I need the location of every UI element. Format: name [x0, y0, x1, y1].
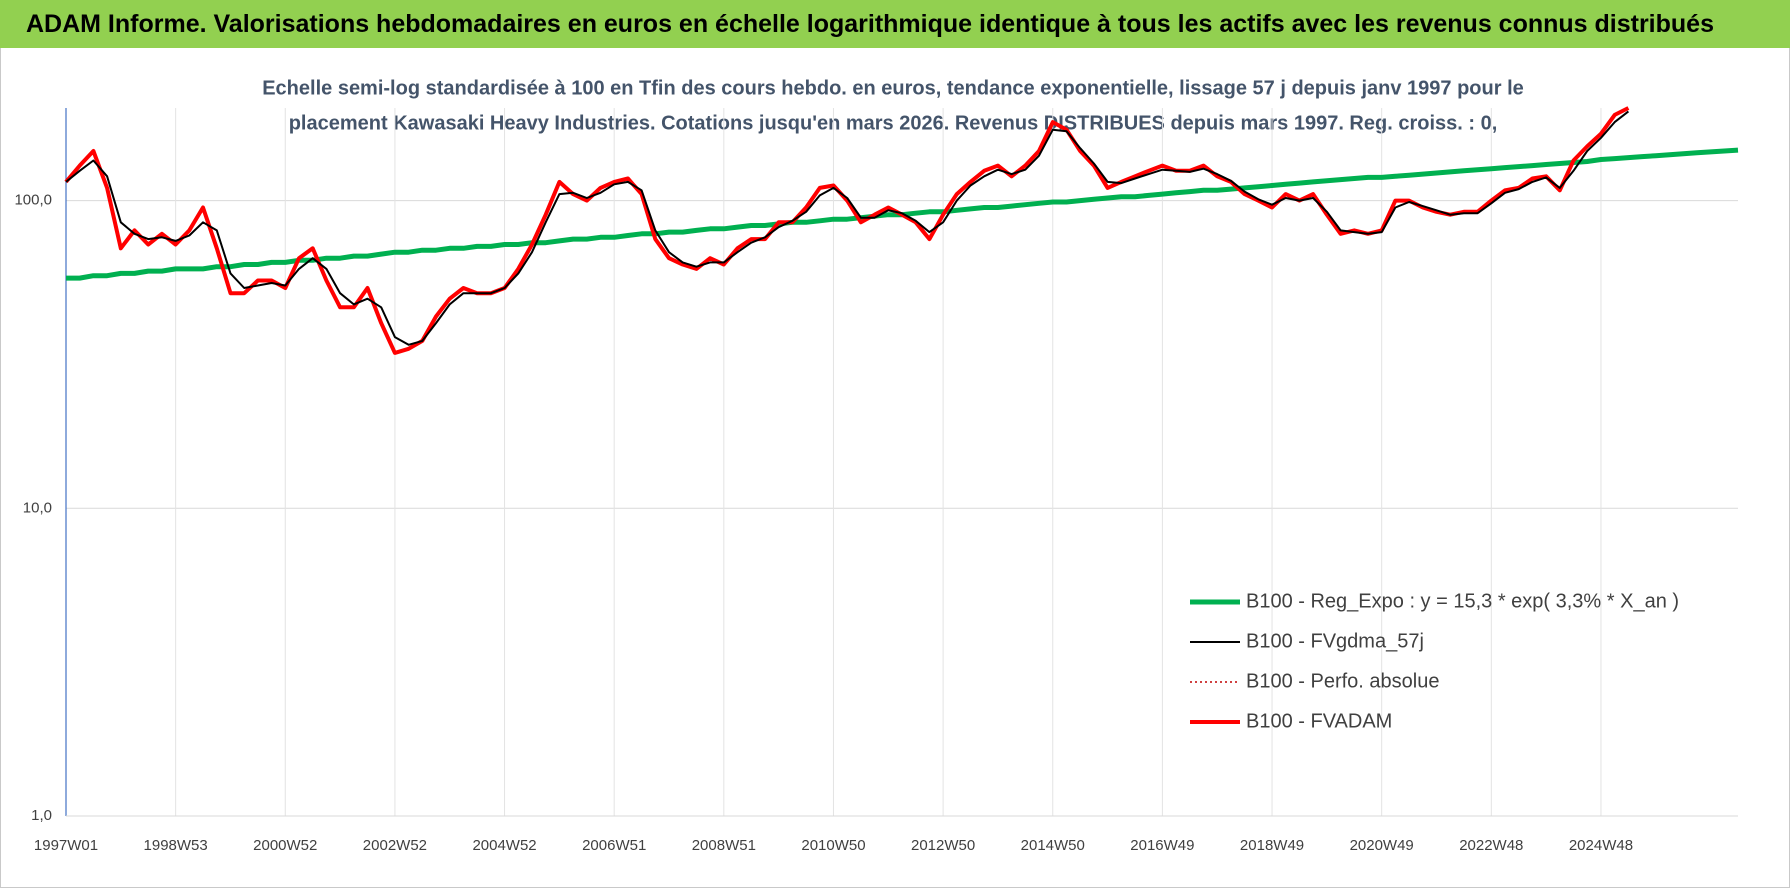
legend-label: B100 - Perfo. absolue [1246, 670, 1439, 692]
legend-label: B100 - Reg_Expo : y = 15,3 * exp( 3,3% *… [1246, 590, 1679, 612]
y-tick-label: 1,0 [31, 807, 52, 824]
header-title: ADAM Informe. Valorisations hebdomadaire… [26, 10, 1714, 38]
chart-title: Echelle semi-log standardisée à 100 en T… [262, 77, 1524, 99]
series-line [64, 106, 1630, 355]
x-tick-label: 1998W53 [144, 837, 208, 854]
x-tick-label: 2004W52 [472, 837, 536, 854]
x-tick-label: 2024W48 [1569, 837, 1633, 854]
x-tick-label: 2022W48 [1459, 837, 1523, 854]
x-tick-label: 2014W50 [1021, 837, 1085, 854]
chart-title: placement Kawasaki Heavy Industries. Cot… [289, 112, 1498, 134]
legend-label: B100 - FVADAM [1246, 710, 1392, 732]
x-tick-label: 2000W52 [253, 837, 317, 854]
x-tick-label: 2008W51 [692, 837, 756, 854]
x-tick-label: 1997W01 [34, 837, 98, 854]
series-line [65, 107, 1629, 354]
x-tick-label: 2002W52 [363, 837, 427, 854]
x-tick-label: 2012W50 [911, 837, 975, 854]
legend-label: B100 - FVgdma_57j [1246, 630, 1424, 652]
y-tick-label: 100,0 [14, 192, 52, 209]
x-tick-label: 2018W49 [1240, 837, 1304, 854]
x-tick-label: 2016W49 [1130, 837, 1194, 854]
x-tick-label: 2020W49 [1350, 837, 1414, 854]
x-tick-label: 2006W51 [582, 837, 646, 854]
y-tick-label: 10,0 [23, 499, 52, 516]
x-tick-label: 2010W50 [801, 837, 865, 854]
series-line [65, 110, 1630, 346]
header-bar: ADAM Informe. Valorisations hebdomadaire… [0, 0, 1790, 48]
